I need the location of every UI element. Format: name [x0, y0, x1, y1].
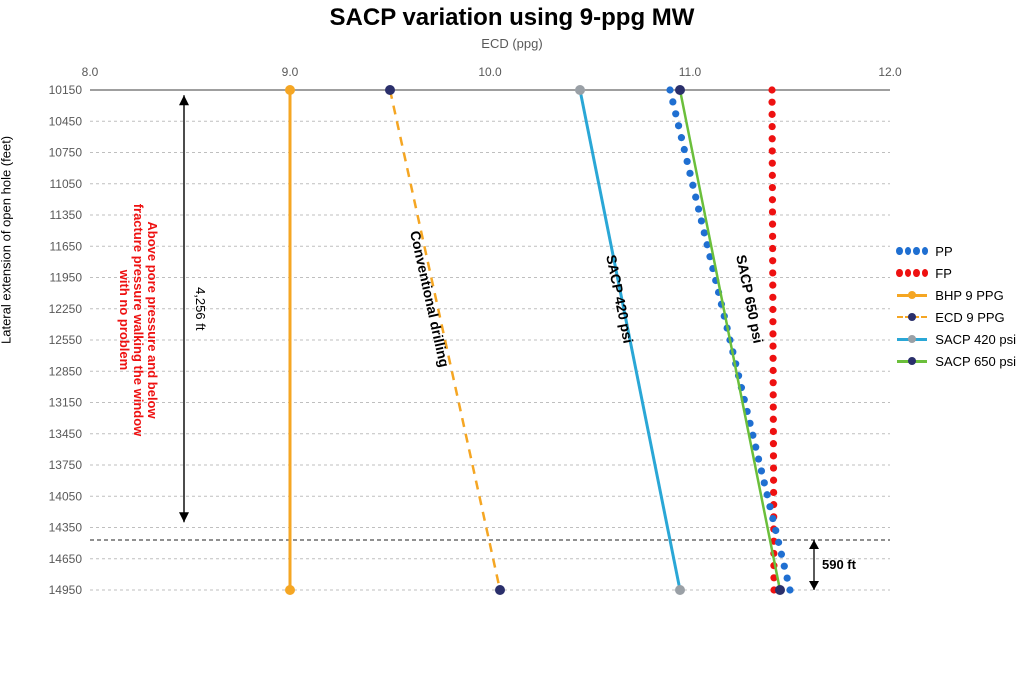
svg-text:Conventional drilling: Conventional drilling [407, 229, 453, 368]
svg-text:8.0: 8.0 [82, 65, 99, 79]
chart-svg: 10150 10450 10750 11050 11350 11650 11950 12250… [0, 0, 1024, 687]
svg-text:Above pore pressure and belowf: Above pore pressure and belowfracture pr… [117, 204, 160, 437]
svg-text:12550: 12550 [49, 333, 83, 347]
legend-item: PP [895, 240, 1016, 262]
svg-text:12850: 12850 [49, 364, 83, 378]
svg-text:13750: 13750 [49, 458, 83, 472]
svg-text:11050: 11050 [50, 177, 83, 191]
svg-text:10450: 10450 [49, 114, 83, 128]
legend-label: BHP 9 PPG [935, 288, 1003, 303]
svg-text:13150: 13150 [49, 396, 83, 410]
svg-text:14350: 14350 [49, 521, 83, 535]
svg-text:12.0: 12.0 [878, 65, 902, 79]
svg-text:12250: 12250 [49, 302, 83, 316]
legend: PP FP BHP 9 PPG ECD 9 PPG SACP 420 psi SACP 6… [895, 240, 1016, 372]
svg-text:13450: 13450 [49, 427, 83, 441]
legend-label: SACP 650 psi [935, 354, 1016, 369]
legend-label: ECD 9 PPG [935, 310, 1004, 325]
legend-item: BHP 9 PPG [895, 284, 1016, 306]
legend-item: ECD 9 PPG [895, 306, 1016, 328]
svg-text:14950: 14950 [49, 583, 83, 597]
svg-text:11.0: 11.0 [679, 65, 702, 79]
svg-text:14650: 14650 [49, 552, 83, 566]
svg-text:SACP 420 psi: SACP 420 psi [603, 253, 636, 344]
svg-text:9.0: 9.0 [282, 65, 299, 79]
legend-label: SACP 420 psi [935, 332, 1016, 347]
svg-text:11950: 11950 [50, 271, 83, 285]
svg-text:SACP 650 psi: SACP 650 psi [733, 253, 766, 344]
svg-text:590 ft: 590 ft [822, 557, 857, 572]
legend-label: FP [935, 266, 952, 281]
svg-text:14050: 14050 [49, 489, 83, 503]
svg-text:10750: 10750 [49, 146, 83, 160]
svg-text:11350: 11350 [50, 208, 83, 222]
svg-text:11650: 11650 [50, 239, 83, 253]
legend-label: PP [935, 244, 952, 259]
legend-item: SACP 420 psi [895, 328, 1016, 350]
svg-text:4,256 ft: 4,256 ft [193, 287, 208, 331]
legend-item: FP [895, 262, 1016, 284]
svg-text:10150: 10150 [49, 83, 83, 97]
legend-item: SACP 650 psi [895, 350, 1016, 372]
chart-container: { "title": "SACP variation using 9-ppg M… [0, 0, 1024, 687]
svg-text:10.0: 10.0 [478, 65, 502, 79]
